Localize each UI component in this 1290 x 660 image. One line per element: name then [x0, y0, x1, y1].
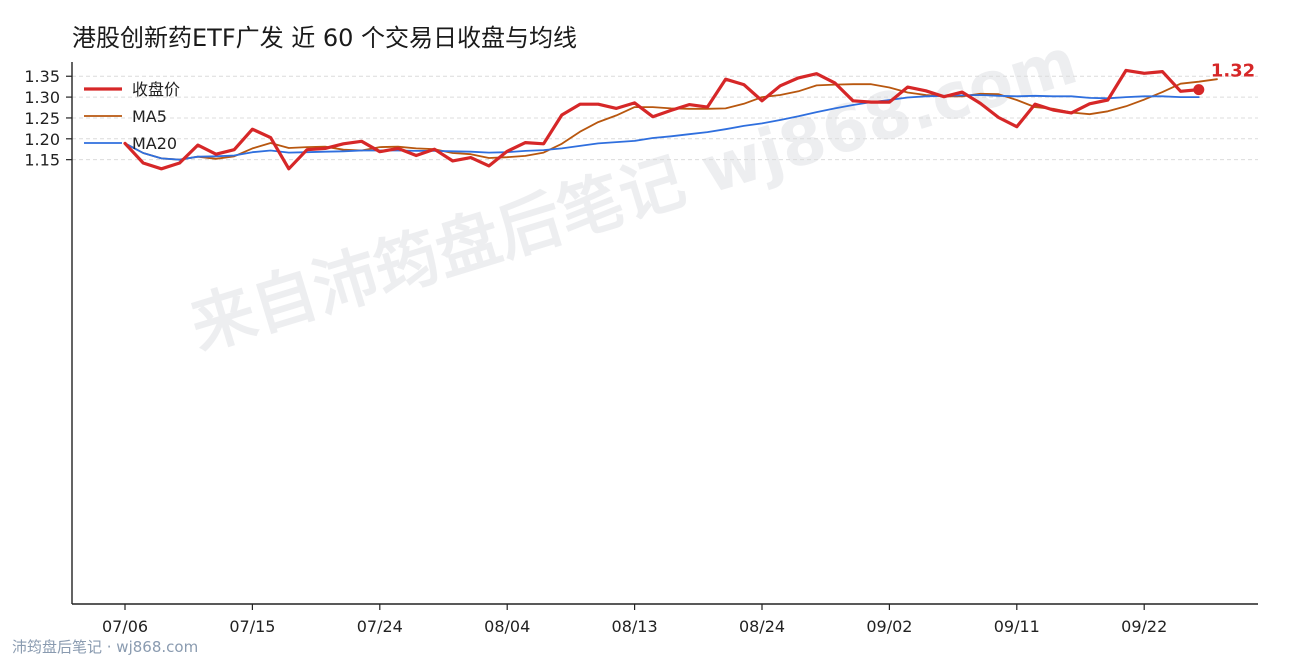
- x-tick-label: 07/24: [357, 617, 403, 636]
- x-tick-label: 09/02: [866, 617, 912, 636]
- x-tick-label: 09/22: [1121, 617, 1167, 636]
- legend-label-ma5: MA5: [132, 107, 167, 126]
- legend-label-ma20: MA20: [132, 134, 177, 153]
- footer-credit: 沛筠盘后笔记 · wj868.com: [12, 638, 199, 656]
- x-tick-label: 07/06: [102, 617, 148, 636]
- chart-title: 港股创新药ETF广发 近 60 个交易日收盘与均线: [72, 24, 578, 52]
- x-tick-label: 08/24: [739, 617, 785, 636]
- y-tick-label: 1.15: [24, 151, 60, 170]
- y-tick-label: 1.20: [24, 130, 60, 149]
- legend-label-close: 收盘价: [132, 80, 180, 99]
- y-tick-label: 1.30: [24, 88, 60, 107]
- y-tick-label: 1.35: [24, 67, 60, 86]
- y-tick-label: 1.25: [24, 109, 60, 128]
- series-line-close: [123, 68, 1201, 171]
- x-tick-label: 07/15: [229, 617, 275, 636]
- x-tick-label: 08/13: [612, 617, 658, 636]
- x-tick-label: 09/11: [994, 617, 1040, 636]
- x-tick-label: 08/04: [484, 617, 530, 636]
- last-close-label: 1.32: [1211, 61, 1255, 82]
- last-close-marker: [1193, 84, 1205, 96]
- series-line-ma5: [124, 78, 1218, 161]
